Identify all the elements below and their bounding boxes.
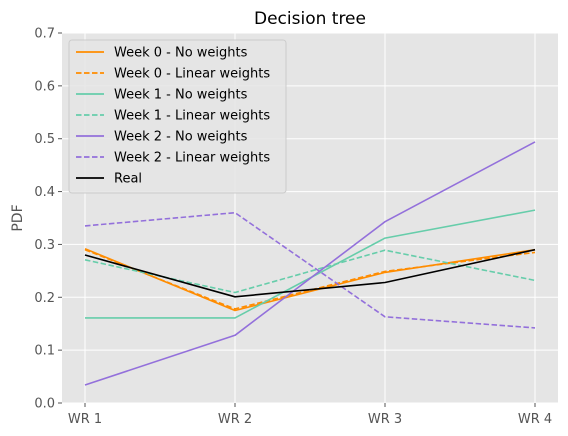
- legend-label: Week 2 - No weights: [114, 130, 248, 145]
- legend: Week 0 - No weights Week 0 - Linear weigh…: [68, 39, 287, 194]
- legend-label: Week 0 - Linear weights: [114, 67, 270, 82]
- legend-label: Week 1 - Linear weights: [114, 109, 270, 124]
- y-axis-ticks: 0.0 0.1 0.2 0.3 0.4 0.5 0.6 0.7: [34, 27, 62, 412]
- x-axis-ticks: WR 1 WR 2 WR 3 WR 4: [68, 403, 552, 427]
- series-lines: [84, 141, 536, 386]
- y-tick-label: 0.5: [34, 132, 55, 147]
- y-tick-label: 0.6: [34, 79, 55, 94]
- x-tick-label: WR 2: [218, 412, 252, 427]
- legend-box: [68, 39, 287, 194]
- x-tick-label: WR 1: [68, 412, 102, 427]
- y-tick-label: 0.4: [34, 185, 55, 200]
- y-tick-label: 0.0: [34, 397, 55, 412]
- y-tick-label: 0.1: [34, 344, 55, 359]
- x-tick-label: WR 3: [368, 412, 402, 427]
- legend-label: Real: [114, 172, 142, 187]
- y-axis-label: PDF: [10, 204, 26, 231]
- y-tick-label: 0.7: [34, 27, 55, 42]
- legend-label: Week 2 - Linear weights: [114, 151, 270, 166]
- x-tick-label: WR 4: [518, 412, 552, 427]
- series-line-1: [84, 248, 536, 310]
- y-tick-label: 0.3: [34, 238, 55, 253]
- series-line-5: [84, 211, 536, 329]
- series-line-4: [84, 141, 536, 386]
- series-line-6: [84, 248, 536, 298]
- y-tick-label: 0.2: [34, 291, 55, 306]
- chart-title: Decision tree: [254, 9, 366, 29]
- legend-label: Week 0 - No weights: [114, 46, 248, 61]
- legend-label: Week 1 - No weights: [114, 88, 248, 103]
